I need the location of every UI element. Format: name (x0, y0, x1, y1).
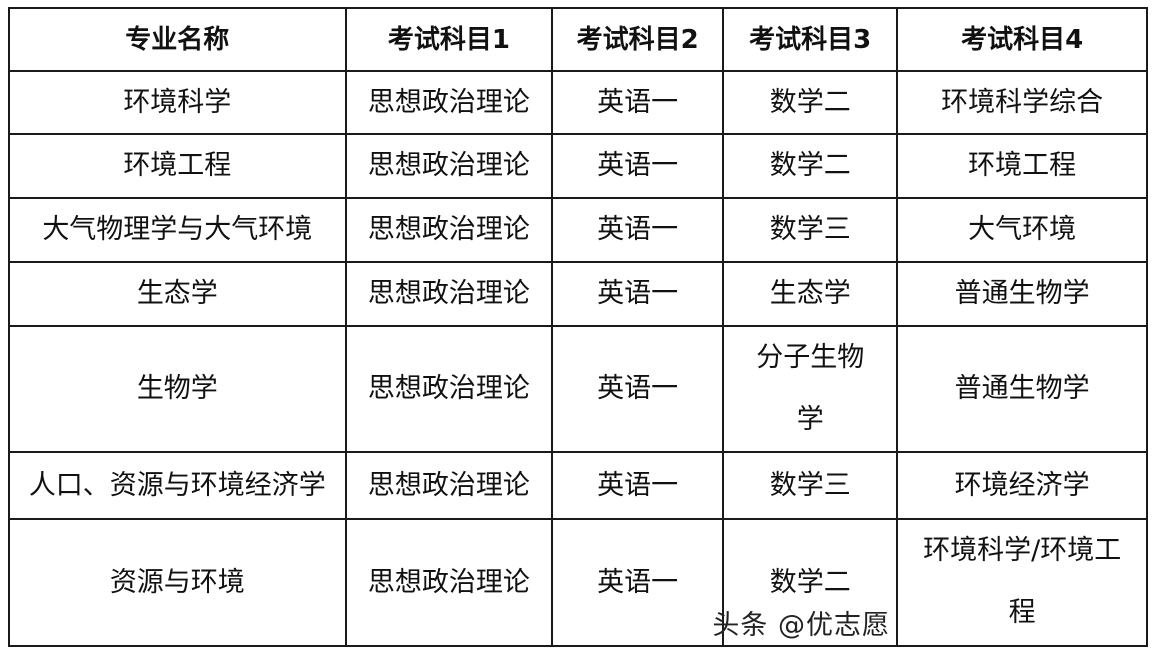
table-cell: 环境科学 (8, 70, 347, 135)
table-cell: 资源与环境 (8, 518, 347, 647)
table-cell: 环境工程 (8, 133, 347, 199)
header-cell: 考试科目3 (722, 7, 899, 72)
table-cell: 环境经济学 (896, 451, 1148, 520)
table-row: 环境科学 思想政治理论 英语一 数学二 环境科学综合 (8, 70, 1148, 135)
table-row: 生物学 思想政治理论 英语一 分子生物学 普通生物学 (8, 325, 1148, 453)
table-cell: 数学二 (722, 518, 899, 647)
table-cell: 英语一 (551, 133, 725, 199)
header-cell: 考试科目4 (896, 7, 1148, 72)
table-cell: 数学二 (722, 133, 899, 199)
header-cell: 考试科目1 (344, 7, 554, 72)
table-cell: 思想政治理论 (344, 325, 554, 453)
table-cell: 数学三 (722, 197, 899, 263)
table-cell: 大气环境 (896, 197, 1148, 263)
table-cell: 人口、资源与环境经济学 (8, 451, 347, 520)
table-cell: 生物学 (8, 325, 347, 453)
table-cell: 思想政治理论 (344, 451, 554, 520)
table-cell: 英语一 (551, 518, 725, 647)
table-cell: 生态学 (8, 261, 347, 327)
header-row: 专业名称 考试科目1 考试科目2 考试科目3 考试科目4 (8, 7, 1148, 72)
table-cell: 思想政治理论 (344, 518, 554, 647)
table-cell: 思想政治理论 (344, 261, 554, 327)
table-row: 生态学 思想政治理论 英语一 生态学 普通生物学 (8, 261, 1148, 327)
table-cell: 数学二 (722, 70, 899, 135)
header-cell: 专业名称 (8, 7, 347, 72)
table-cell: 英语一 (551, 325, 725, 453)
table-cell: 英语一 (551, 70, 725, 135)
table-cell: 数学三 (722, 451, 899, 520)
table-cell: 思想政治理论 (344, 70, 554, 135)
table-cell: 大气物理学与大气环境 (8, 197, 347, 263)
table-cell: 英语一 (551, 451, 725, 520)
table-cell: 环境科学综合 (896, 70, 1148, 135)
table-row: 大气物理学与大气环境 思想政治理论 英语一 数学三 大气环境 (8, 197, 1148, 263)
table-row: 资源与环境 思想政治理论 英语一 数学二 环境科学/环境工程 (8, 518, 1148, 647)
table-row: 环境工程 思想政治理论 英语一 数学二 环境工程 (8, 133, 1148, 199)
table-cell: 普通生物学 (896, 261, 1148, 327)
table-cell: 英语一 (551, 261, 725, 327)
table-cell: 分子生物学 (722, 325, 899, 453)
table-cell: 英语一 (551, 197, 725, 263)
table-cell: 普通生物学 (896, 325, 1148, 453)
header-cell: 考试科目2 (551, 7, 725, 72)
watermark-label: 头条 @优志愿 (712, 610, 890, 641)
table-cell: 环境科学/环境工程 (896, 518, 1148, 647)
table-cell: 思想政治理论 (344, 197, 554, 263)
exam-subjects-table: 专业名称 考试科目1 考试科目2 考试科目3 考试科目4 环境科学 思想政治理论… (8, 7, 1148, 647)
table-cell: 生态学 (722, 261, 899, 327)
table-cell: 思想政治理论 (344, 133, 554, 199)
table-row: 人口、资源与环境经济学 思想政治理论 英语一 数学三 环境经济学 (8, 451, 1148, 520)
table-cell: 环境工程 (896, 133, 1148, 199)
